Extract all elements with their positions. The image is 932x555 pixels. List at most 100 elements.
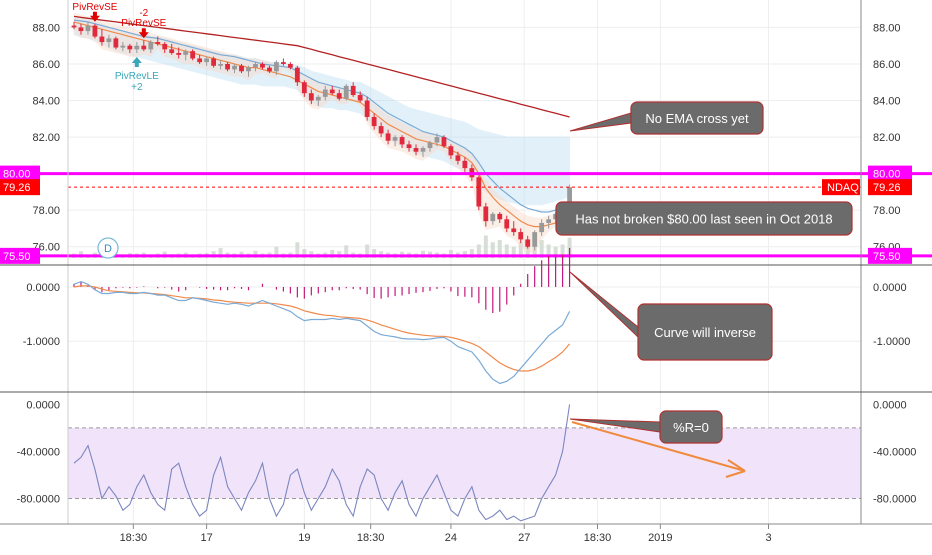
last-price-tag-left: [0, 179, 40, 196]
volume-bar: [218, 248, 223, 258]
candle-body: [232, 65, 237, 70]
volume-bar: [532, 245, 537, 258]
last-price-label-right: 79.26: [873, 182, 901, 194]
time-tick-label: 18:30: [584, 532, 612, 544]
candle-body: [218, 63, 223, 66]
candle-body: [308, 93, 314, 101]
projection-arrow-line: [571, 421, 746, 472]
buy-arrow-icon: [131, 57, 142, 67]
level-line: [0, 254, 932, 258]
time-tick-label: 18:30: [357, 532, 385, 544]
callout-text: Curve will inverse: [654, 325, 756, 340]
macd-tick-label-left: -1.0000: [23, 336, 60, 348]
candle-body: [343, 85, 349, 99]
candle-body: [476, 177, 482, 207]
volume-bar: [518, 242, 523, 258]
candle-body: [92, 25, 98, 37]
candle-body: [274, 62, 279, 72]
candle-body: [336, 93, 342, 99]
candle-body: [504, 219, 510, 229]
level-tag-left: [0, 165, 40, 182]
sell-arrow-icon: [138, 28, 149, 39]
last-price-tag-right: [868, 179, 912, 196]
candle-body: [148, 42, 154, 50]
annotations-layer[interactable]: No EMA cross yet Has not broken $80.00 la…: [555, 101, 853, 478]
signal-qty: -2: [139, 8, 148, 19]
candle-body: [322, 89, 328, 97]
volume-bar: [483, 235, 488, 258]
candle-body: [406, 144, 412, 149]
signal-qty: -2: [90, 0, 99, 3]
sell-arrow-icon: [89, 11, 100, 22]
candle-body: [455, 155, 461, 161]
williams-tick-label-right: -40.0000: [873, 446, 916, 458]
annotation-no-ema-cross[interactable]: No EMA cross yet: [569, 101, 764, 135]
candle-body: [301, 82, 307, 94]
candle-body: [211, 58, 216, 66]
candle-body: [253, 63, 258, 68]
annotation-80-resistance[interactable]: Has not broken $80.00 last seen in Oct 2…: [555, 201, 853, 236]
candle-body: [427, 142, 433, 149]
annotation-percent-r[interactable]: %R=0: [569, 410, 723, 444]
macd-line: [73, 280, 571, 385]
level-label-right: 80.00: [873, 169, 901, 181]
ema-red-line: [73, 15, 570, 118]
candle-body: [392, 137, 398, 141]
projection-arrow-head-icon: [725, 459, 746, 478]
volume-bar: [560, 244, 565, 258]
candle-body: [287, 63, 293, 68]
level-tag-right: [868, 165, 912, 182]
candle-body: [329, 89, 335, 94]
candle-body: [497, 213, 503, 220]
candle-body: [197, 58, 203, 63]
candle-body: [113, 38, 119, 48]
volume-bar: [330, 249, 335, 258]
candle-body: [518, 232, 524, 240]
volume-bar: [546, 244, 551, 258]
candle-body: [420, 148, 426, 152]
annotation-curve-inverse[interactable]: Curve will inverse: [569, 271, 773, 361]
volume-bar: [295, 242, 300, 258]
volume-bar: [274, 246, 279, 258]
price-tick-label-right: 88.00: [873, 22, 901, 34]
price-tick-label-right: 82.00: [873, 132, 901, 144]
williams-r-line: [73, 404, 571, 522]
volume-bar: [497, 240, 502, 258]
candle-body: [434, 137, 440, 143]
volume-bar: [490, 242, 495, 258]
macd-panel[interactable]: [73, 247, 571, 385]
candle-body: [385, 133, 391, 141]
candle-body: [169, 49, 175, 53]
time-tick-label: 27: [518, 532, 530, 544]
candle-body: [162, 43, 168, 50]
price-tick-label-right: 86.00: [873, 59, 901, 71]
callout-box: [630, 101, 764, 135]
level-tag-left: [0, 247, 40, 264]
axes-layer: 88.00 88.00 86.00 86.00 84.00 84.00 82.00 82.00…: [0, 22, 916, 544]
last-price-label-left: 79.26: [3, 182, 31, 194]
time-tick-label: 19: [298, 532, 310, 544]
candle-body: [567, 187, 572, 214]
candle-body: [246, 67, 251, 72]
williams-tick-label-left: -40.0000: [17, 446, 60, 458]
level-label-right: 75.50: [873, 251, 901, 263]
price-tick-label-left: 78.00: [32, 205, 60, 217]
time-tick-label: 3: [765, 532, 771, 544]
candle-body: [127, 45, 133, 50]
price-tick-label-left: 82.00: [32, 132, 60, 144]
candle-body: [357, 95, 363, 101]
volume-bar: [511, 246, 516, 258]
williams-tick-label-right: 0.0000: [873, 399, 907, 411]
price-tick-label-right: 78.00: [873, 205, 901, 217]
signal-label: PivRevLE: [115, 71, 159, 82]
candle-body: [281, 62, 286, 64]
callout-box: [659, 410, 723, 444]
williams-r-panel[interactable]: [68, 404, 861, 522]
candle-body: [539, 222, 545, 233]
candle-body: [85, 25, 91, 32]
macd-tick-label-right: 0.0000: [873, 282, 907, 294]
candle-body: [364, 100, 370, 117]
volume-bar: [504, 244, 509, 258]
